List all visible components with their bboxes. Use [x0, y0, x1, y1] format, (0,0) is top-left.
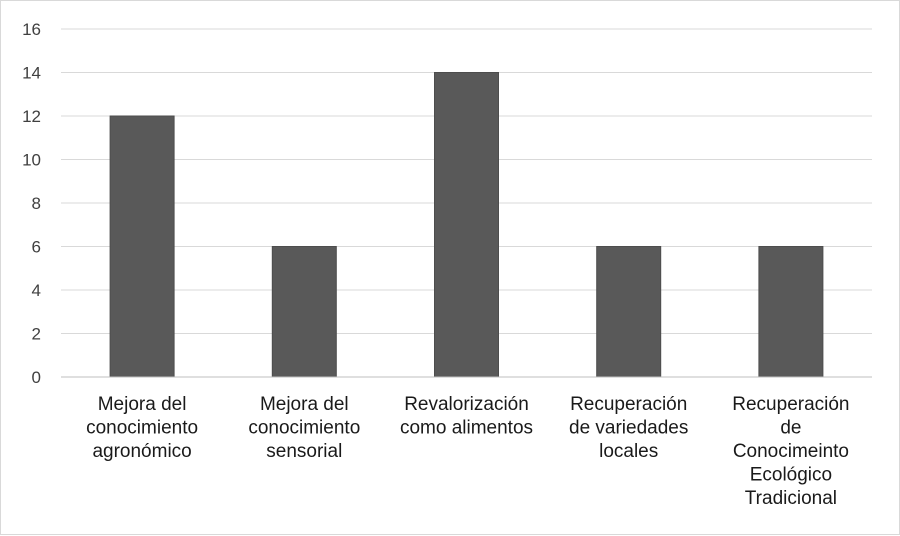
bar: [596, 246, 662, 378]
x-tick-label-line: Tradicional: [745, 488, 837, 509]
x-tick-label-line: Recuperación: [732, 394, 849, 415]
y-tick-label: 14: [22, 64, 41, 83]
y-tick-label: 2: [32, 325, 41, 344]
y-tick-label: 16: [22, 20, 41, 39]
x-tick-label-line: conocimiento: [86, 418, 198, 439]
y-axis-tick-labels: 0 2 4 6 8 10 12 14 16: [22, 20, 41, 387]
y-tick-label: 4: [32, 281, 41, 300]
x-tick-label-line: agronómico: [92, 441, 191, 462]
x-tick-label: Mejora del conocimiento sensorial: [248, 394, 360, 462]
x-tick-label-line: conocimiento: [248, 418, 360, 439]
x-tick-label-line: de variedades: [569, 418, 688, 439]
x-tick-label-line: locales: [599, 441, 658, 462]
bar: [109, 115, 175, 378]
y-tick-label: 6: [32, 238, 41, 257]
x-tick-label-line: Revalorización: [404, 394, 529, 415]
bar: [271, 246, 337, 378]
x-tick-label: Mejora del conocimiento agronómico: [86, 394, 198, 462]
x-tick-label-line: Mejora del: [98, 394, 187, 415]
x-tick-label: Recuperación de variedades locales: [569, 394, 688, 462]
bar: [758, 246, 824, 378]
x-tick-label-line: Mejora del: [260, 394, 349, 415]
x-tick-label: Recuperación de Conocimeinto Ecológico Tradi…: [732, 394, 849, 509]
x-tick-label-line: Conocimeinto: [733, 441, 849, 462]
y-tick-label: 0: [32, 368, 41, 387]
bar: [434, 72, 499, 378]
x-tick-label-line: Ecológico: [750, 465, 832, 486]
x-tick-label-line: como alimentos: [400, 418, 533, 439]
x-tick-label-line: sensorial: [266, 441, 342, 462]
y-tick-label: 8: [32, 194, 41, 213]
y-tick-label: 12: [22, 107, 41, 126]
x-tick-label-line: de: [780, 418, 801, 439]
x-tick-label: Revalorización como alimentos: [400, 394, 533, 439]
x-tick-label-line: Recuperación: [570, 394, 687, 415]
bars: [109, 72, 824, 378]
y-tick-label: 10: [22, 151, 41, 170]
